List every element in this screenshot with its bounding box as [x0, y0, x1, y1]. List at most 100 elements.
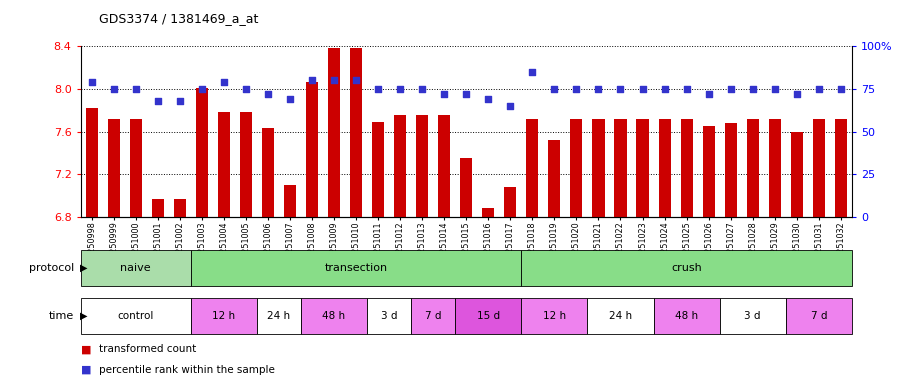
Bar [482, 209, 495, 217]
Bar [659, 119, 671, 217]
Point [834, 86, 848, 92]
Bar [284, 185, 296, 217]
Bar [152, 199, 164, 217]
Text: transformed count: transformed count [99, 344, 196, 354]
Text: 24 h: 24 h [267, 311, 290, 321]
Text: transection: transection [324, 263, 387, 273]
Point [680, 86, 694, 92]
Bar [191, 250, 521, 286]
Point [216, 79, 231, 85]
Bar [328, 48, 340, 217]
Text: time: time [49, 311, 74, 321]
Bar [571, 119, 583, 217]
Bar [81, 250, 191, 286]
Bar [81, 298, 191, 334]
Point [305, 77, 320, 83]
Bar [747, 119, 758, 217]
Point [702, 91, 716, 97]
Bar [703, 126, 714, 217]
Point [128, 86, 143, 92]
Bar [262, 128, 274, 217]
Bar [769, 119, 780, 217]
Point [459, 91, 474, 97]
Point [283, 96, 298, 102]
Bar [218, 112, 230, 217]
Text: ▶: ▶ [80, 263, 87, 273]
Point [635, 86, 649, 92]
Bar [191, 298, 256, 334]
Text: 3 d: 3 d [745, 311, 761, 321]
Bar [85, 108, 98, 217]
Text: 3 d: 3 d [381, 311, 398, 321]
Text: crush: crush [671, 263, 702, 273]
Text: 15 d: 15 d [476, 311, 500, 321]
Point [724, 86, 738, 92]
Bar [107, 119, 120, 217]
Point [415, 86, 430, 92]
Point [349, 77, 364, 83]
Bar [306, 83, 318, 217]
Bar [786, 298, 852, 334]
Point [525, 69, 540, 75]
Point [393, 86, 408, 92]
Bar [196, 88, 208, 217]
Point [437, 91, 452, 97]
Text: percentile rank within the sample: percentile rank within the sample [99, 365, 275, 375]
Text: ■: ■ [81, 365, 91, 375]
Point [260, 91, 275, 97]
Text: ▶: ▶ [80, 311, 87, 321]
Bar [653, 298, 720, 334]
Point [768, 86, 782, 92]
Text: 7 d: 7 d [425, 311, 442, 321]
Text: 48 h: 48 h [675, 311, 698, 321]
Bar [834, 119, 847, 217]
Bar [240, 112, 252, 217]
Bar [812, 119, 825, 217]
Text: 12 h: 12 h [543, 311, 566, 321]
Bar [725, 123, 736, 217]
Text: naive: naive [120, 263, 151, 273]
Point [172, 98, 187, 104]
Bar [256, 298, 301, 334]
Bar [455, 298, 521, 334]
Text: ■: ■ [81, 344, 91, 354]
Point [790, 91, 804, 97]
Bar [791, 131, 802, 217]
Point [327, 77, 342, 83]
Bar [438, 116, 451, 217]
Point [746, 86, 760, 92]
Bar [615, 119, 627, 217]
Bar [521, 250, 852, 286]
Bar [130, 119, 142, 217]
Text: GDS3374 / 1381469_a_at: GDS3374 / 1381469_a_at [99, 12, 258, 25]
Bar [549, 140, 561, 217]
Point [547, 86, 562, 92]
Bar [637, 119, 649, 217]
Text: 48 h: 48 h [322, 311, 345, 321]
Text: 12 h: 12 h [213, 311, 235, 321]
Text: 24 h: 24 h [609, 311, 632, 321]
Point [371, 86, 386, 92]
Bar [527, 119, 539, 217]
Bar [460, 158, 473, 217]
Text: protocol: protocol [29, 263, 74, 273]
Point [84, 79, 99, 85]
Bar [174, 199, 186, 217]
Bar [411, 298, 455, 334]
Point [238, 86, 253, 92]
Bar [367, 298, 411, 334]
Bar [681, 119, 692, 217]
Bar [720, 298, 786, 334]
Point [194, 86, 209, 92]
Point [569, 86, 583, 92]
Bar [416, 116, 429, 217]
Point [658, 86, 672, 92]
Point [812, 86, 826, 92]
Text: control: control [117, 311, 154, 321]
Point [481, 96, 496, 102]
Bar [593, 119, 605, 217]
Bar [372, 122, 384, 217]
Point [613, 86, 627, 92]
Point [503, 103, 518, 109]
Bar [350, 48, 362, 217]
